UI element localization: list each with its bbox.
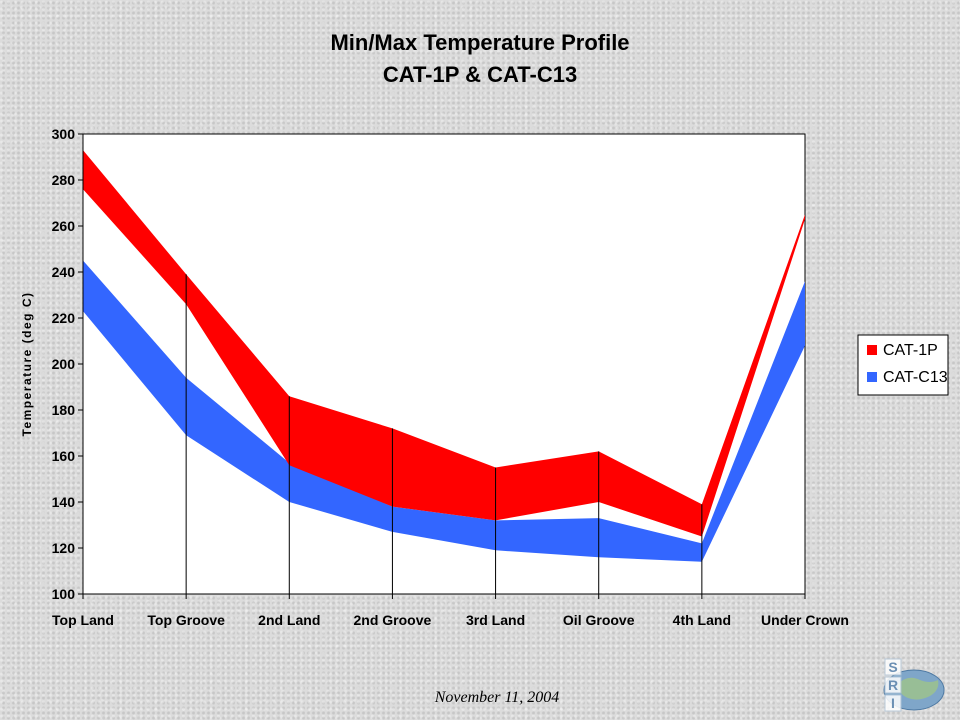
y-tick-label: 240 (52, 264, 76, 280)
series-bands (83, 150, 805, 562)
y-tick-label: 100 (52, 586, 76, 602)
logo-letters: SRI (884, 658, 902, 712)
legend-swatch-cat-c13 (867, 372, 877, 382)
y-tick-label: 120 (52, 540, 76, 556)
x-tick-label: 2nd Groove (354, 612, 432, 628)
y-tick-label: 140 (52, 494, 76, 510)
legend-swatch-cat-1p (867, 345, 877, 355)
chart-title: Min/Max Temperature Profile (330, 30, 629, 55)
logo-letter: R (888, 677, 898, 693)
y-tick-label: 160 (52, 448, 76, 464)
x-tick-label: Oil Groove (563, 612, 635, 628)
band-cat-1p (83, 150, 805, 537)
y-tick-label: 180 (52, 402, 76, 418)
logo-letter-tile (884, 694, 902, 712)
y-tick-label: 300 (52, 126, 76, 142)
y-tick-label: 200 (52, 356, 76, 372)
x-tick-label: Top Groove (147, 612, 225, 628)
legend: CAT-1P CAT-C13 (857, 334, 949, 396)
footer-date: November 11, 2004 (434, 689, 560, 706)
x-tick-label: 3rd Land (466, 612, 525, 628)
sri-logo: SRI (883, 658, 945, 712)
y-axis-label: Temperature (deg C) (20, 292, 34, 437)
y-tick-label: 220 (52, 310, 76, 326)
plot-area: 100 120 140 160 180 200 220 240 260 280 300 Top Lan… (52, 126, 849, 628)
logo-letter-tile (884, 676, 902, 694)
y-tick-label: 280 (52, 172, 76, 188)
globe-land-icon (898, 677, 939, 700)
x-tick-label: 2nd Land (258, 612, 320, 628)
axes: 100 120 140 160 180 200 220 240 260 280 300 Top Lan… (52, 126, 849, 628)
legend-label-cat-1p: CAT-1P (883, 342, 938, 359)
logo-letter-tile (884, 658, 902, 676)
category-dividers (185, 274, 703, 594)
chart-subtitle: CAT-1P & CAT-C13 (383, 62, 577, 87)
chart-title-block: Min/Max Temperature Profile CAT-1P & CAT… (330, 30, 629, 87)
legend-label-cat-c13: CAT-C13 (883, 369, 948, 386)
x-tick-label: Under Crown (761, 612, 849, 628)
x-tick-label: 4th Land (673, 612, 731, 628)
logo-letter: I (891, 695, 895, 711)
y-tick-label: 260 (52, 218, 76, 234)
x-tick-label: Top Land (52, 612, 114, 628)
logo-letter: S (888, 659, 897, 675)
